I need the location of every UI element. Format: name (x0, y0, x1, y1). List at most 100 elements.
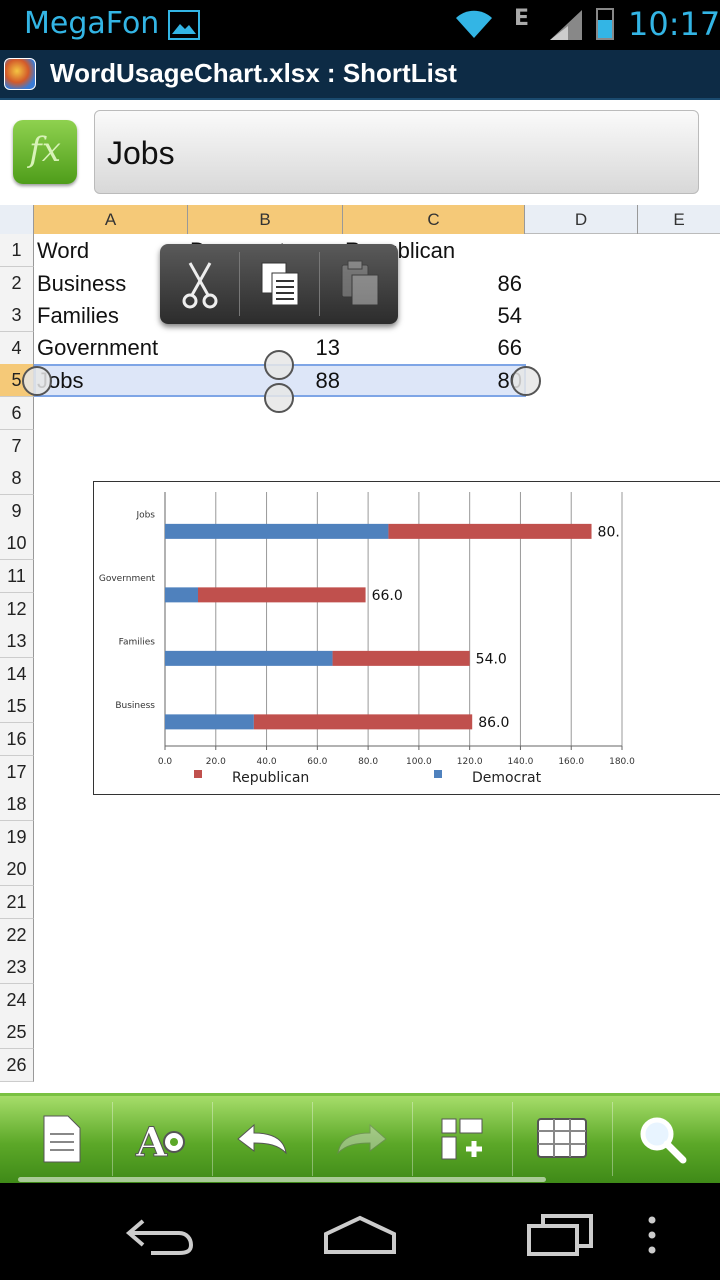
x-tick-label: 20.0 (206, 757, 226, 767)
cell-c5[interactable]: 80 (497, 368, 522, 393)
bar-democrat (165, 714, 254, 730)
cut-button[interactable] (160, 244, 239, 324)
row-header[interactable]: 8 (0, 462, 34, 495)
search-button[interactable] (612, 1100, 712, 1178)
format-button[interactable]: A (112, 1100, 212, 1178)
back-button[interactable] (100, 1200, 220, 1270)
paste-icon (341, 260, 378, 306)
cell-c4[interactable]: 66 (497, 335, 522, 360)
row-header[interactable]: 17 (0, 756, 34, 789)
bar-chart: 0.0 20.0 40.0 60.0 80.0 100.0 120.0 140.0 160.0 1… (99, 492, 635, 786)
selection-handle-top[interactable] (264, 350, 294, 380)
row-header[interactable]: 9 (0, 495, 34, 528)
column-header-a[interactable]: A (34, 205, 188, 234)
copy-button[interactable] (240, 244, 319, 324)
cell-b4[interactable]: 13 (315, 335, 340, 360)
selection-handle-right[interactable] (511, 366, 541, 396)
redo-button[interactable] (312, 1100, 412, 1178)
row-header[interactable]: 15 (0, 690, 34, 723)
insert-button[interactable] (412, 1100, 512, 1178)
row-header[interactable]: 11 (0, 560, 34, 593)
document-button[interactable] (12, 1100, 112, 1178)
row-header[interactable]: 16 (0, 723, 34, 756)
cell-c2[interactable]: 86 (497, 271, 522, 296)
x-tick-label: 180.0 (609, 757, 635, 767)
row-header[interactable]: 10 (0, 527, 34, 560)
cell-a2[interactable]: Business (37, 271, 127, 296)
category-label: Families (119, 637, 156, 647)
row-header[interactable]: 23 (0, 951, 34, 984)
overflow-menu-button[interactable] (622, 1200, 682, 1270)
home-button[interactable] (300, 1200, 420, 1270)
data-label: 80. (598, 524, 620, 540)
table-icon (537, 1118, 587, 1158)
row-header[interactable]: 26 (0, 1049, 34, 1082)
legend-label: Republican (232, 770, 309, 786)
row-header[interactable]: 3 (0, 299, 34, 332)
toolbar-scrollbar[interactable] (18, 1177, 546, 1182)
paste-button[interactable] (320, 244, 399, 324)
row-header[interactable]: 18 (0, 788, 34, 821)
back-icon (125, 1219, 194, 1255)
app-logo-icon[interactable] (4, 58, 36, 90)
cell-b5[interactable]: 88 (315, 368, 340, 393)
category-label: Jobs (135, 510, 155, 520)
toolbar-divider (312, 1102, 313, 1176)
selection-handle-bottom[interactable] (264, 383, 294, 413)
overflow-menu-icon (648, 1216, 656, 1254)
row-header[interactable]: 1 (0, 234, 34, 267)
toolbar-divider (412, 1102, 413, 1176)
navigation-bar (0, 1183, 720, 1280)
row-header[interactable]: 12 (0, 593, 34, 626)
row-header[interactable]: 21 (0, 886, 34, 919)
redo-icon (337, 1123, 387, 1155)
cut-icon (182, 262, 217, 309)
column-header-e[interactable]: E (673, 210, 685, 229)
title-bar (0, 50, 720, 100)
formula-input[interactable]: Jobs (94, 110, 699, 194)
table-button[interactable] (512, 1100, 612, 1178)
column-header-c[interactable]: C (343, 205, 525, 234)
home-icon (324, 1215, 396, 1254)
bar-republican (198, 587, 366, 603)
undo-button[interactable] (212, 1100, 312, 1178)
column-header-b[interactable]: B (188, 205, 343, 234)
row-header[interactable]: 19 (0, 821, 34, 854)
cell-a4[interactable]: Government (37, 335, 159, 360)
column-header-d[interactable]: D (525, 205, 638, 234)
legend-swatch (434, 770, 442, 778)
insert-icon (441, 1118, 483, 1160)
selection-handle-left[interactable] (22, 366, 52, 396)
bar-democrat (165, 587, 199, 603)
row-header[interactable]: 22 (0, 919, 34, 952)
row-header[interactable]: 24 (0, 984, 34, 1017)
cell-a3[interactable]: Families (37, 303, 119, 328)
row-header[interactable]: 20 (0, 853, 34, 886)
function-button[interactable]: fx (13, 120, 77, 184)
row-header[interactable]: 13 (0, 625, 34, 658)
x-tick-label: 100.0 (406, 757, 432, 767)
row-header[interactable]: 14 (0, 658, 34, 691)
window-title: WordUsageChart.xlsx : ShortList (50, 58, 457, 88)
row-header[interactable]: 4 (0, 332, 34, 365)
search-icon (640, 1117, 687, 1164)
toolbar-divider (612, 1102, 613, 1176)
bar-republican (253, 714, 473, 730)
row-header[interactable]: 6 (0, 397, 34, 430)
legend-label: Democrat (472, 770, 542, 786)
cell-c3[interactable]: 54 (497, 303, 522, 328)
chart[interactable]: 0.0 20.0 40.0 60.0 80.0 100.0 120.0 140.0 160.0 1… (93, 481, 720, 795)
undo-icon (237, 1123, 287, 1155)
legend-swatch (194, 770, 202, 778)
row-header[interactable]: 7 (0, 430, 34, 463)
cell-a1[interactable]: Word (37, 238, 90, 263)
toolbar-divider (212, 1102, 213, 1176)
select-all-corner[interactable] (0, 205, 34, 234)
data-label: 66.0 (372, 588, 403, 604)
row-header[interactable]: 2 (0, 267, 34, 300)
row-header[interactable]: 25 (0, 1016, 34, 1049)
recent-apps-button[interactable] (500, 1200, 620, 1270)
x-tick-label: 120.0 (457, 757, 483, 767)
x-tick-label: 140.0 (508, 757, 534, 767)
recent-apps-icon (527, 1214, 593, 1256)
